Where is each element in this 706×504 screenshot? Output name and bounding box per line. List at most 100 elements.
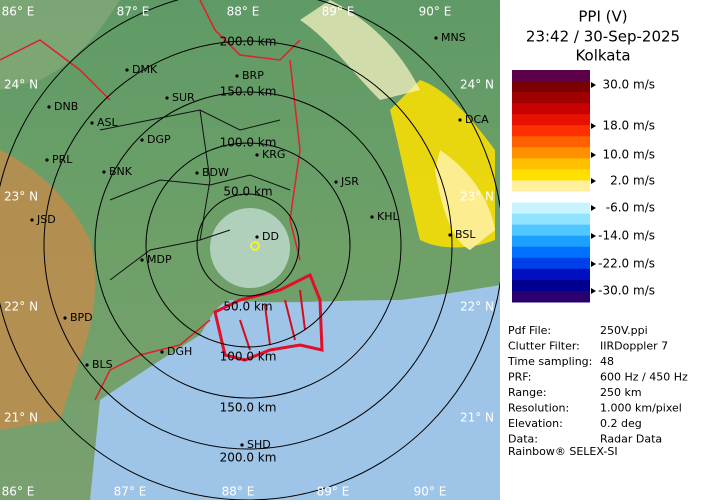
echo-light <box>435 150 495 250</box>
city-label: PRL <box>52 153 73 166</box>
city-dot <box>165 96 169 100</box>
panel-site: Kolkata <box>575 47 630 65</box>
city-dot <box>240 443 244 447</box>
coast-echo <box>239 289 306 351</box>
scale-arrow <box>591 205 596 211</box>
city-label: DGP <box>147 133 171 146</box>
info-value: 600 Hz / 450 Hz <box>600 371 688 384</box>
lon-label: 88° E <box>222 485 255 499</box>
lon-label: 87° E <box>117 5 150 19</box>
info-label: Elevation: <box>508 417 563 430</box>
city-dot <box>334 180 338 184</box>
lon-label: 90° E <box>414 485 447 499</box>
info-label: Pdf File: <box>508 324 551 337</box>
lat-label: 22° N <box>4 300 38 314</box>
scale-label: -22.0 m/s <box>598 257 655 271</box>
info-value: 250 km <box>600 386 642 399</box>
scale-label: -14.0 m/s <box>598 229 655 243</box>
scale-swatch <box>512 191 590 204</box>
city-dot <box>63 316 67 320</box>
lat-label: 23° N <box>460 190 494 204</box>
city-dot <box>102 170 106 174</box>
scale-swatch <box>512 268 590 281</box>
map: 86° E 87° E 88° E 89° E 90° E 86° E 87° E 88° E… <box>0 0 500 500</box>
city-dot <box>255 235 259 239</box>
scale-swatch <box>512 279 590 292</box>
lat-label: 21° N <box>460 411 494 425</box>
city-label: BNK <box>109 165 133 178</box>
scale-arrow <box>591 82 596 88</box>
info-label: Resolution: <box>508 402 569 415</box>
scale-arrow <box>591 233 596 239</box>
scale-swatch <box>512 103 590 115</box>
plateau <box>0 150 96 430</box>
lat-label: 24° N <box>4 78 38 92</box>
range-label: 100.0 km <box>220 136 277 150</box>
scale-swatch <box>512 180 590 193</box>
scale-swatch <box>512 114 590 126</box>
scale-swatch <box>512 246 590 259</box>
range-label: 150.0 km <box>220 401 277 415</box>
info-value: 1.000 km/pixel <box>600 402 682 415</box>
scale-swatch <box>512 169 590 181</box>
city-label: DD <box>262 230 279 243</box>
city-label: BSL <box>455 228 476 241</box>
city-dot <box>195 171 199 175</box>
border <box>0 0 301 401</box>
sea <box>90 285 500 500</box>
scale-swatch <box>512 81 590 93</box>
scale-swatch <box>512 235 590 248</box>
lon-label: 87° E <box>114 485 147 499</box>
city-dot <box>45 158 49 162</box>
lon-label: 86° E <box>2 485 35 499</box>
range-label: 50.0 km <box>223 185 272 199</box>
scale-label: 2.0 m/s <box>610 174 655 188</box>
range-label: 100.0 km <box>220 350 277 364</box>
scale-arrow <box>591 261 596 267</box>
city-dot <box>458 118 462 122</box>
info-label: Time sampling: <box>507 355 592 368</box>
district-border <box>99 109 291 281</box>
scale-arrow <box>591 152 596 158</box>
lat-label: 21° N <box>4 411 38 425</box>
info-panel: PPI (V) 23:42 / 30-Sep-2025 Kolkata 30.0… <box>507 8 688 459</box>
lon-label: 88° E <box>227 5 260 19</box>
scale-swatch <box>512 224 590 237</box>
city-dot <box>85 363 89 367</box>
city-label: SHD <box>247 438 271 451</box>
lon-label: 89° E <box>322 5 355 19</box>
city-dot <box>140 258 144 262</box>
city-label: JSR <box>340 175 359 188</box>
info-label: Data: <box>508 433 538 446</box>
scale-swatch <box>512 125 590 137</box>
city-dot <box>370 215 374 219</box>
city-dot <box>47 105 51 109</box>
city-dot <box>140 138 144 142</box>
info-label: Range: <box>508 386 547 399</box>
lat-label: 23° N <box>4 190 38 204</box>
coast-echo <box>213 272 324 362</box>
info-value: 0.2 deg <box>600 417 642 430</box>
range-label: 150.0 km <box>220 85 277 99</box>
scale-label: -30.0 m/s <box>598 284 655 298</box>
footer: Rainbow® SELEX-SI <box>508 445 618 458</box>
city-label: BPD <box>70 311 93 324</box>
lon-label: 86° E <box>2 5 35 19</box>
scale-label: 10.0 m/s <box>602 148 655 162</box>
lat-label: 22° N <box>460 300 494 314</box>
city-label: KRG <box>262 148 285 161</box>
scale-arrow <box>591 178 596 184</box>
panel-time: 23:42 / 30-Sep-2025 <box>526 28 680 46</box>
scale-swatch <box>512 136 590 148</box>
city-label: MNS <box>441 31 466 44</box>
city-label: DCA <box>465 113 489 126</box>
city-label: DMK <box>132 63 158 76</box>
city-label: KHL <box>377 210 399 223</box>
city-label: DNB <box>54 100 78 113</box>
city-dot <box>255 153 259 157</box>
lat-label: 24° N <box>460 78 494 92</box>
scale-swatch <box>512 70 590 82</box>
scale-arrow <box>591 288 596 294</box>
city-dot <box>448 233 452 237</box>
